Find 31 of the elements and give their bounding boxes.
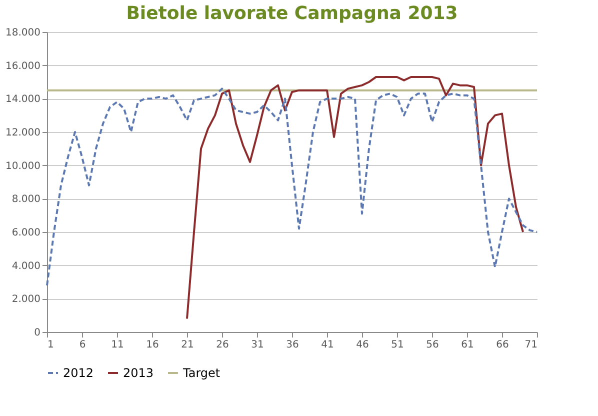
y-tick-label: 0	[34, 328, 40, 338]
x-tick-label: 36	[286, 340, 299, 350]
y-tick-label: 6.000	[12, 228, 40, 238]
x-tick-label: 51	[391, 340, 404, 350]
legend-label: Target	[182, 366, 220, 380]
legend-label: 2012	[63, 366, 94, 380]
x-tick-label: 11	[111, 340, 124, 350]
y-tick-label: 16.000	[6, 60, 40, 72]
x-tick-label: 61	[461, 340, 474, 350]
line-series	[186, 76, 524, 320]
legend-label: 2013	[123, 366, 154, 380]
line-series	[46, 88, 538, 286]
y-tick-label: 4.000	[12, 260, 40, 272]
x-tick-label: 31	[251, 340, 264, 350]
y-tick-label: 10.000	[6, 160, 40, 172]
y-tick-label: 12.000	[6, 128, 40, 138]
x-tick-label: 1	[48, 340, 54, 350]
x-tick-label: 46	[356, 340, 369, 350]
y-tick-label: 2.000	[12, 294, 40, 306]
x-tick-label: 41	[321, 340, 334, 350]
y-tick-label: 8.000	[12, 194, 40, 206]
x-tick-label: 21	[181, 340, 194, 350]
x-tick-label: 6	[79, 340, 86, 350]
y-tick-label: 14.000	[6, 94, 40, 106]
x-tick-label: 71	[524, 340, 538, 350]
y-tick-label: 18.000	[6, 28, 40, 38]
chart-title: Bietole lavorate Campagna 2013	[126, 3, 458, 24]
x-tick-label: 16	[146, 340, 159, 350]
x-tick-label: 56	[426, 340, 439, 350]
x-tick-label: 26	[216, 340, 229, 350]
x-tick-label: 66	[496, 340, 509, 350]
